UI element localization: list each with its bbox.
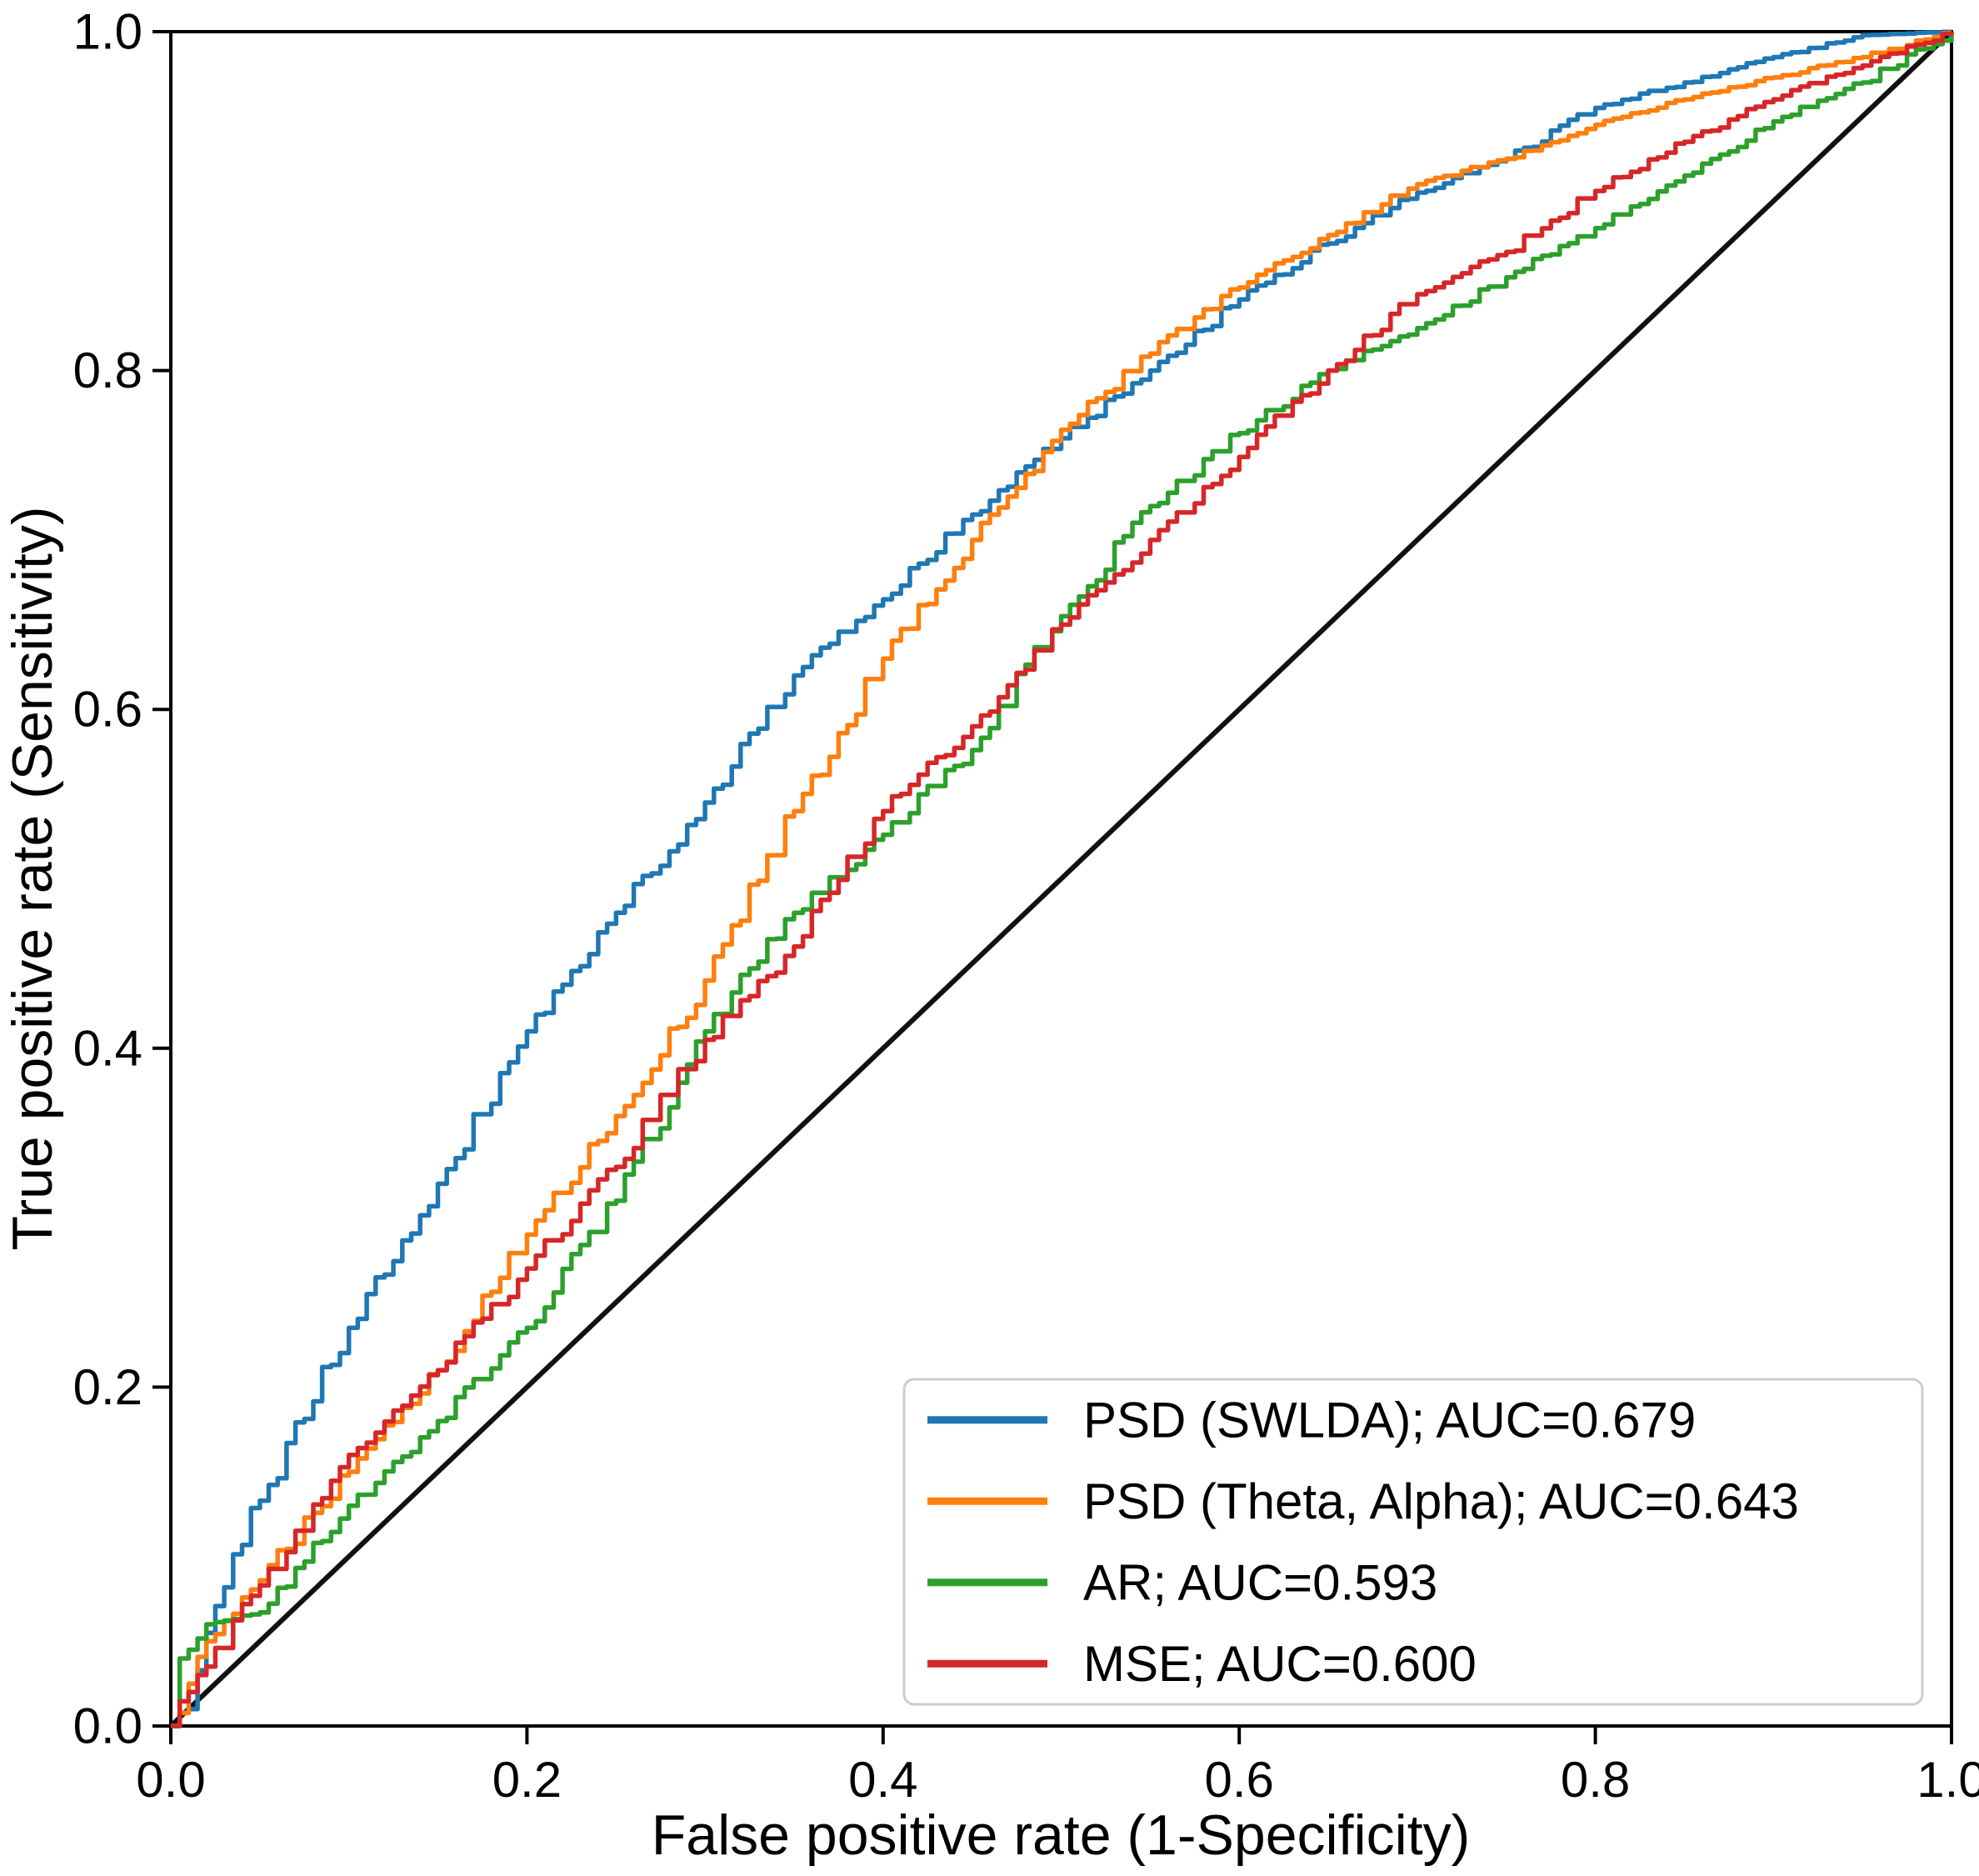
y-tick-label: 0.8	[73, 343, 142, 398]
x-tick-label: 1.0	[1917, 1752, 1979, 1808]
x-tick-label: 0.0	[136, 1752, 205, 1808]
legend-item: PSD (Theta, Alpha); AUC=0.643	[927, 1473, 1799, 1529]
x-tick-label: 0.4	[848, 1752, 917, 1808]
y-tick-label: 1.0	[73, 4, 142, 60]
x-tick-label: 0.6	[1204, 1752, 1273, 1808]
chance-diagonal-line	[168, 29, 1954, 1728]
x-axis-title: False positive rate (1-Specificity)	[652, 1803, 1471, 1867]
y-tick-label: 0.0	[73, 1698, 142, 1754]
x-tick-label: 0.2	[492, 1752, 562, 1808]
y-tick-label: 0.4	[73, 1020, 142, 1076]
y-tick-label: 0.6	[73, 682, 142, 738]
legend-box	[902, 1378, 1924, 1706]
plot-border	[169, 30, 1953, 1728]
roc-curve-mse	[171, 31, 1954, 1728]
roc-curve-psd-swlda-	[171, 29, 1954, 1728]
x-tick-label: 0.8	[1561, 1752, 1630, 1808]
y-axis-ticks: 0.0 0.2 0.4 0.6 0.8 1.0	[73, 4, 171, 1754]
y-axis-title: True positive rate (Sensitivity)	[1, 506, 64, 1250]
legend-item-label: MSE; AUC=0.600	[1083, 1636, 1477, 1692]
legend-item: MSE; AUC=0.600	[927, 1636, 1477, 1692]
legend-item-label: PSD (Theta, Alpha); AUC=0.643	[1083, 1473, 1799, 1529]
y-tick-label: 0.2	[73, 1359, 142, 1415]
x-axis-ticks: 0.0 0.2 0.4 0.6 0.8 1.0	[136, 1726, 1979, 1808]
legend-item: PSD (SWLDA); AUC=0.679	[927, 1392, 1696, 1448]
roc-curves	[168, 29, 1954, 1728]
legend: PSD (SWLDA); AUC=0.679 PSD (Theta, Alpha)…	[902, 1378, 1924, 1706]
roc-curve-psd-theta-alpha-	[171, 31, 1954, 1728]
legend-item-label: PSD (SWLDA); AUC=0.679	[1083, 1392, 1696, 1448]
legend-item: AR; AUC=0.593	[927, 1554, 1437, 1610]
legend-item-label: AR; AUC=0.593	[1083, 1554, 1437, 1610]
